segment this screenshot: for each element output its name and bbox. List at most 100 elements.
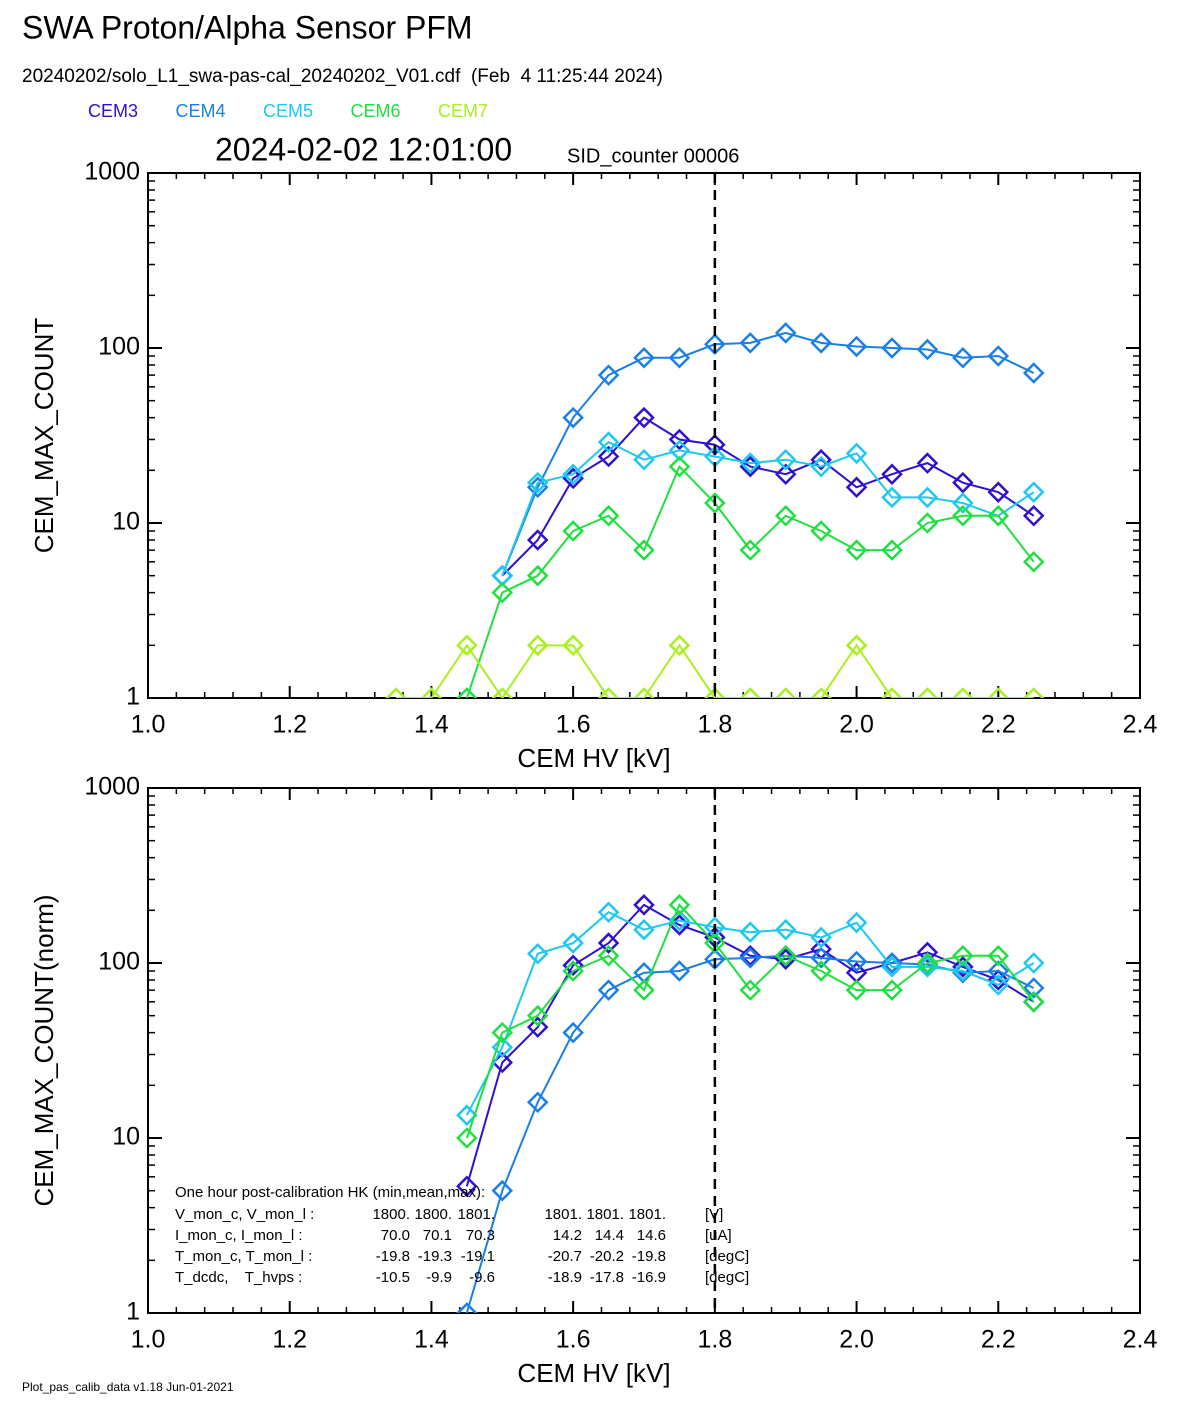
point-marker	[562, 463, 584, 485]
annotation-cell: -10.5	[376, 1269, 410, 1286]
series-line	[465, 464, 1035, 698]
point-marker	[845, 335, 868, 358]
point-marker	[916, 956, 939, 978]
point-marker	[1022, 481, 1045, 503]
annotation-cell: 14.6	[637, 1227, 666, 1244]
point-marker	[916, 941, 939, 964]
point-marker	[987, 974, 1010, 996]
point-marker	[739, 944, 762, 967]
point-marker	[704, 916, 726, 939]
x-tick-label: 2.2	[981, 1326, 1016, 1354]
annotation-cell: T_mon_c, T_mon_l :	[175, 1248, 312, 1265]
point-marker	[597, 431, 620, 453]
x-tick-label: 2.0	[839, 1326, 874, 1354]
point-marker	[810, 332, 832, 354]
point-marker	[810, 448, 832, 471]
counter: SID_counter 00006	[567, 145, 739, 167]
point-marker	[952, 492, 974, 514]
y-tick-label: 1	[126, 683, 140, 711]
legend-entry: CEM7	[438, 101, 488, 121]
point-marker	[526, 634, 549, 657]
point-marker	[845, 539, 868, 561]
legend-entry: CEM3	[88, 101, 138, 121]
point-marker	[810, 926, 832, 949]
point-marker	[810, 687, 832, 698]
y-tick-label: 1	[126, 1298, 140, 1326]
annotation-cell: 1800.	[372, 1206, 410, 1223]
point-marker	[881, 486, 903, 509]
point-marker	[526, 942, 549, 965]
subtitle: 20240202/solo_L1_swa-pas-cal_20240202_V0…	[22, 66, 663, 87]
point-marker	[810, 960, 832, 982]
point-marker	[1022, 952, 1045, 974]
point-marker	[987, 960, 1010, 982]
point-marker	[668, 894, 691, 916]
series-line	[501, 440, 1035, 577]
point-marker	[597, 504, 620, 527]
point-marker	[810, 520, 832, 542]
x-tick-label: 1.6	[556, 1326, 591, 1354]
point-marker	[881, 687, 903, 698]
annotation-cell: -16.9	[632, 1269, 666, 1286]
y-tick-label: 100	[98, 333, 140, 361]
point-marker	[597, 445, 620, 468]
point-marker	[562, 634, 584, 657]
point-marker	[987, 345, 1010, 367]
point-marker	[916, 512, 939, 534]
point-marker	[881, 956, 903, 978]
point-marker	[739, 947, 762, 969]
point-marker	[739, 452, 762, 474]
legend-entry: CEM4	[176, 101, 226, 121]
point-marker	[739, 921, 762, 943]
point-marker	[952, 346, 974, 369]
point-marker	[704, 948, 726, 971]
point-marker	[562, 932, 584, 954]
point-marker	[633, 406, 655, 429]
point-marker	[491, 1036, 514, 1059]
point-marker	[774, 918, 797, 941]
point-marker	[845, 911, 868, 934]
point-marker	[881, 463, 903, 485]
point-marker	[916, 486, 939, 509]
point-marker	[562, 954, 584, 977]
x-tick-label: 1.0	[131, 711, 166, 739]
x-tick-label: 2.2	[981, 711, 1016, 739]
point-marker	[456, 687, 478, 698]
point-marker	[739, 455, 762, 478]
point-marker	[1022, 977, 1045, 999]
legend-entry: CEM6	[351, 101, 401, 121]
annotation-cell: -19.3	[418, 1248, 452, 1265]
point-marker	[526, 1091, 549, 1114]
point-marker	[952, 944, 974, 967]
point-marker	[916, 338, 939, 361]
annotation-cell: -20.7	[548, 1248, 582, 1265]
point-marker	[597, 364, 620, 386]
point-marker	[526, 529, 549, 551]
y-axis-label: CEM_MAX_COUNT(norm)	[29, 894, 59, 1206]
point-marker	[633, 539, 655, 561]
point-marker	[668, 439, 691, 462]
point-marker	[774, 448, 797, 471]
point-marker	[1022, 687, 1045, 698]
point-marker	[562, 1021, 584, 1044]
point-marker	[491, 1021, 514, 1044]
point-marker	[562, 960, 584, 982]
x-tick-label: 1.4	[414, 1326, 449, 1354]
point-marker	[952, 471, 974, 494]
point-marker	[704, 687, 726, 698]
annotation-cell: [degC]	[705, 1248, 749, 1265]
point-marker	[881, 337, 903, 359]
x-tick-label: 1.2	[272, 1326, 307, 1354]
annotation-cell: 1801.	[628, 1206, 666, 1223]
x-tick-label: 1.0	[131, 1326, 166, 1354]
annotation-cell: 1801.	[544, 1206, 582, 1223]
x-tick-label: 1.8	[697, 1326, 732, 1354]
point-marker	[562, 406, 584, 429]
footer: Plot_pas_calib_data v1.18 Jun-01-2021	[22, 1380, 234, 1394]
x-tick-label: 1.2	[272, 711, 307, 739]
point-marker	[491, 581, 514, 604]
point-marker	[385, 687, 407, 698]
y-tick-label: 10	[112, 1123, 140, 1151]
point-marker	[810, 947, 832, 969]
